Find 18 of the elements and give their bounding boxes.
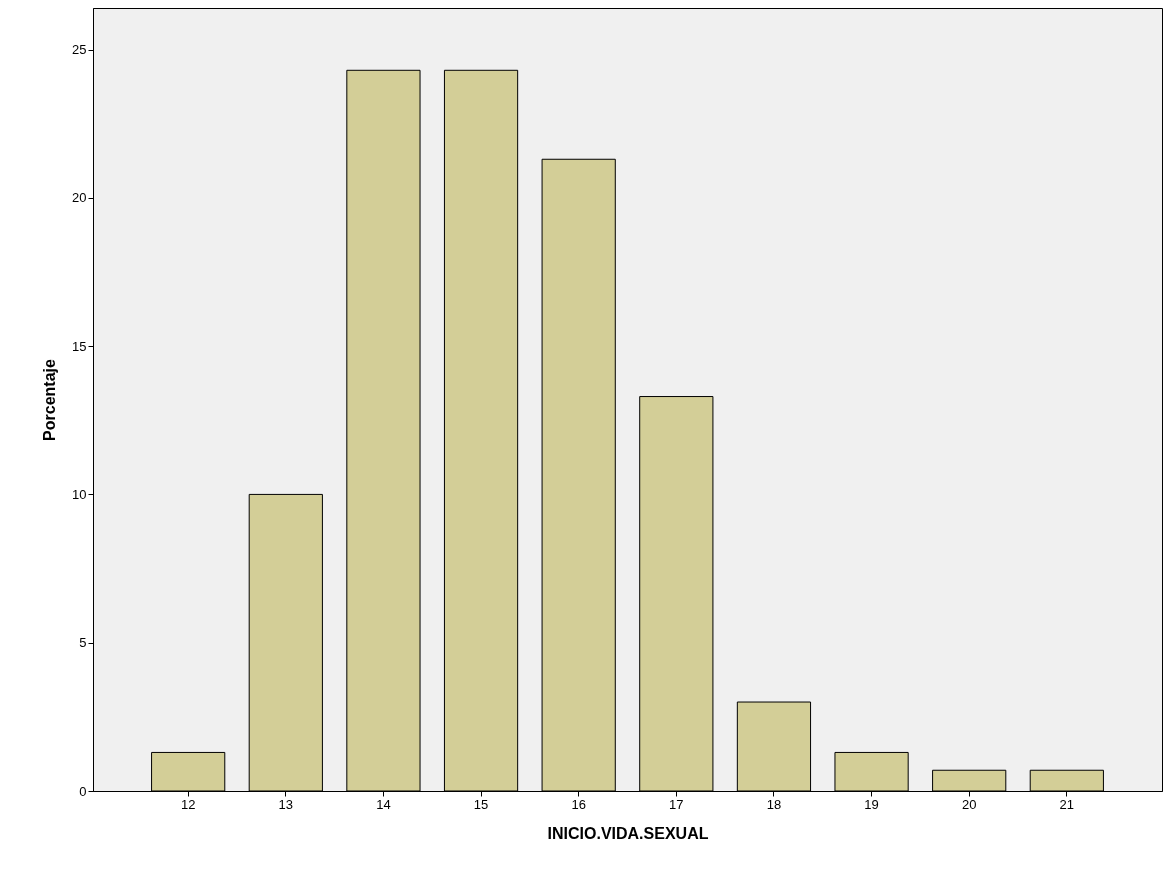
x-tick-label: 16 [571,796,586,812]
x-tick-label: 12 [180,796,196,812]
y-tick-label: 20 [72,190,87,206]
y-axis-title: Porcentaje [41,358,59,441]
x-tick-label: 19 [864,796,879,812]
x-tick-label: 14 [376,796,391,812]
y-tick-label: 10 [72,486,87,502]
x-axis-title: INICIO.VIDA.SEXUAL [547,824,709,842]
x-tick-label: 15 [473,796,489,812]
x-tick-label: 18 [766,796,782,812]
x-tick-label: 21 [1059,796,1075,812]
x-tick-label: 13 [278,796,294,812]
y-tick-label: 0 [79,783,87,799]
y-tick-label: 25 [72,42,87,58]
y-tick-label: 15 [72,338,87,354]
x-tick-label: 17 [669,796,684,812]
x-tick-label: 20 [961,796,977,812]
y-tick-label: 5 [79,635,87,651]
